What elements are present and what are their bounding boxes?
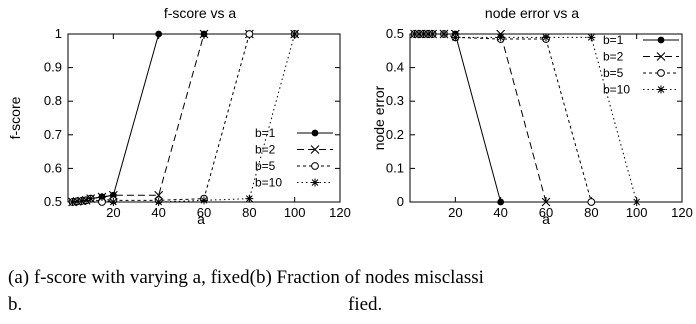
chart-1-ytick-label: 0.5: [44, 194, 62, 209]
chart-1-series-4-point: [200, 196, 208, 205]
chart-1-ylabel: f-score: [7, 96, 23, 139]
chart-2-xlabel: a: [542, 211, 550, 227]
chart-2-series-1: [411, 30, 505, 206]
chart-1-xtick-label: 80: [242, 205, 256, 220]
chart-1-series-4-point: [245, 194, 254, 203]
chart-2-series-1-point: [497, 198, 505, 206]
caption-line-2-left: b.: [8, 294, 23, 315]
chart-2-ytick-label: 0.2: [386, 127, 404, 142]
chart-1-legend-marker: [311, 178, 319, 187]
chart-1-series-2-line: [72, 33, 295, 203]
chart-2-series-4-point: [542, 33, 550, 42]
chart-2-ytick-label: 0.4: [386, 60, 404, 75]
chart-2-legend-marker: [657, 85, 665, 94]
chart-2-series-3-point: [587, 198, 596, 206]
chart-2-frame: [409, 33, 683, 203]
chart-2-ytick-label: 0.5: [386, 26, 404, 41]
chart-1-series-4-point: [68, 198, 77, 206]
chart-2-series-1-line: [414, 33, 502, 203]
chart-1-series-4-point: [109, 198, 118, 206]
chart-1-ytick-label: 0.9: [44, 60, 62, 75]
chart-1-legend-label: b=2: [255, 143, 276, 157]
chart-2-ytick-label: 0.1: [386, 160, 404, 175]
chart-1-xtick-label: 40: [151, 205, 165, 220]
chart-2-legend-label: b=2: [603, 50, 624, 64]
chart-1-legend-label: b=5: [255, 159, 276, 173]
chart-2-series-4: [410, 30, 641, 206]
chart-2-xtick-label: 20: [448, 205, 462, 220]
caption-line-1: (a) f-score with varying a, fixed(b) Fra…: [8, 267, 484, 288]
chart-2-series-3: [410, 30, 596, 206]
caption-line-2-right: fied.: [348, 294, 383, 315]
chart-1-series-4: [68, 30, 299, 206]
chart-1-legend-label: b=10: [255, 176, 282, 190]
chart-2-xtick-label: 40: [493, 205, 507, 220]
chart-1-frame: [67, 33, 341, 203]
chart-1-series-4-point: [82, 196, 91, 205]
chart-2-series-4-point: [424, 30, 433, 38]
chart-1-title: f-score vs a: [164, 5, 237, 21]
chart-1-ytick-label: 1: [55, 26, 62, 41]
chart-2-xtick-label: 60: [539, 205, 553, 220]
chart-2-legend-marker: [657, 36, 665, 44]
chart-1-ytick-label: 0.8: [44, 93, 62, 108]
chart-1-legend-label: b=1: [255, 126, 276, 140]
chart-1-xtick-label: 120: [329, 205, 351, 220]
chart-2-legend-label: b=5: [603, 66, 624, 80]
chart-2-legend-label: b=10: [603, 83, 630, 97]
chart-1-series-4-point: [98, 192, 106, 201]
chart-2-series-4-point: [419, 30, 428, 38]
chart-1-xlabel: a: [197, 211, 205, 227]
chart-2-xtick-label: 120: [671, 205, 693, 220]
chart-1-legend-marker: [311, 162, 319, 170]
chart-2-series-4-point: [415, 30, 424, 38]
chart-2-series-2-point: [541, 197, 551, 207]
chart-1-series-4-point: [154, 198, 163, 206]
chart-2-series-4-point: [496, 33, 505, 42]
chart-2-title: node error vs a: [485, 5, 579, 21]
chart-2-series-3-line: [414, 33, 592, 203]
chart-1-series-3-point: [245, 30, 254, 38]
chart-1-xtick-label: 100: [284, 205, 306, 220]
chart-2-legend-label: b=1: [603, 33, 624, 47]
chart-1-series-4-point: [86, 194, 95, 203]
chart-2-xtick-label: 100: [626, 205, 648, 220]
chart-2-ytick-label: 0.3: [386, 93, 404, 108]
chart-2-ytick-label: 0: [397, 194, 404, 209]
chart-2-xtick-label: 80: [584, 205, 598, 220]
chart-1-series-2-point: [199, 29, 209, 39]
chart-2-series-4-point: [587, 33, 596, 42]
chart-1-series-4-point: [73, 197, 82, 206]
chart-1-legend-marker: [310, 145, 320, 154]
chart-1-ytick-label: 0.7: [44, 127, 62, 142]
chart-1-series-4-point: [77, 196, 86, 205]
chart-1-legend-marker: [311, 129, 319, 137]
chart-1-xtick-label: 20: [106, 205, 120, 220]
chart-1-ytick-label: 0.6: [44, 160, 62, 175]
chart-2-legend-marker: [657, 69, 665, 77]
chart-2-ylabel: node error: [371, 85, 387, 150]
chart-2-series-2: [410, 29, 551, 207]
chart-1-xtick-label: 60: [197, 205, 211, 220]
chart-2-series-4-point: [440, 30, 448, 38]
chart-1-series-1-point: [155, 30, 163, 38]
chart-1-series-4-point: [290, 30, 299, 38]
chart-2-series-4-point: [410, 30, 419, 38]
chart-2-legend-marker: [656, 52, 666, 61]
chart-2-series-4-point: [451, 33, 460, 42]
chart-2-series-4-point: [632, 198, 641, 206]
chart-2-series-4-point: [428, 30, 437, 38]
chart-2-series-2-line: [414, 33, 547, 203]
